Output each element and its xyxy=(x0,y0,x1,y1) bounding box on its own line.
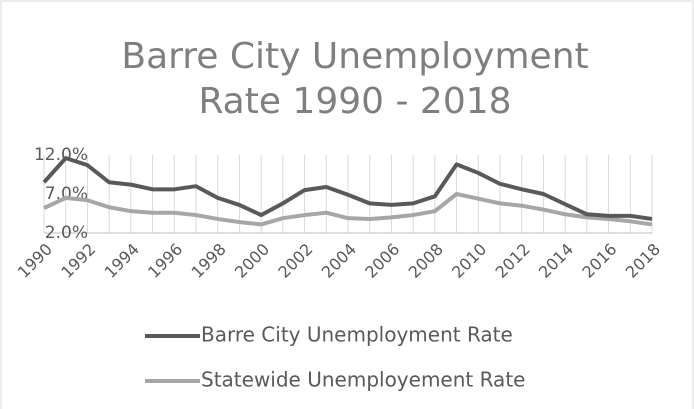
series-line xyxy=(42,156,653,221)
legend-label: Statewide Unemployement Rate xyxy=(201,368,525,392)
series-line xyxy=(43,192,653,227)
y-tick-label: 2.0% xyxy=(45,223,88,243)
chart-title: Barre City Unemployment xyxy=(121,36,588,77)
legend-label: Barre City Unemployment Rate xyxy=(201,323,513,347)
chart-title: Rate 1990 - 2018 xyxy=(198,81,511,122)
